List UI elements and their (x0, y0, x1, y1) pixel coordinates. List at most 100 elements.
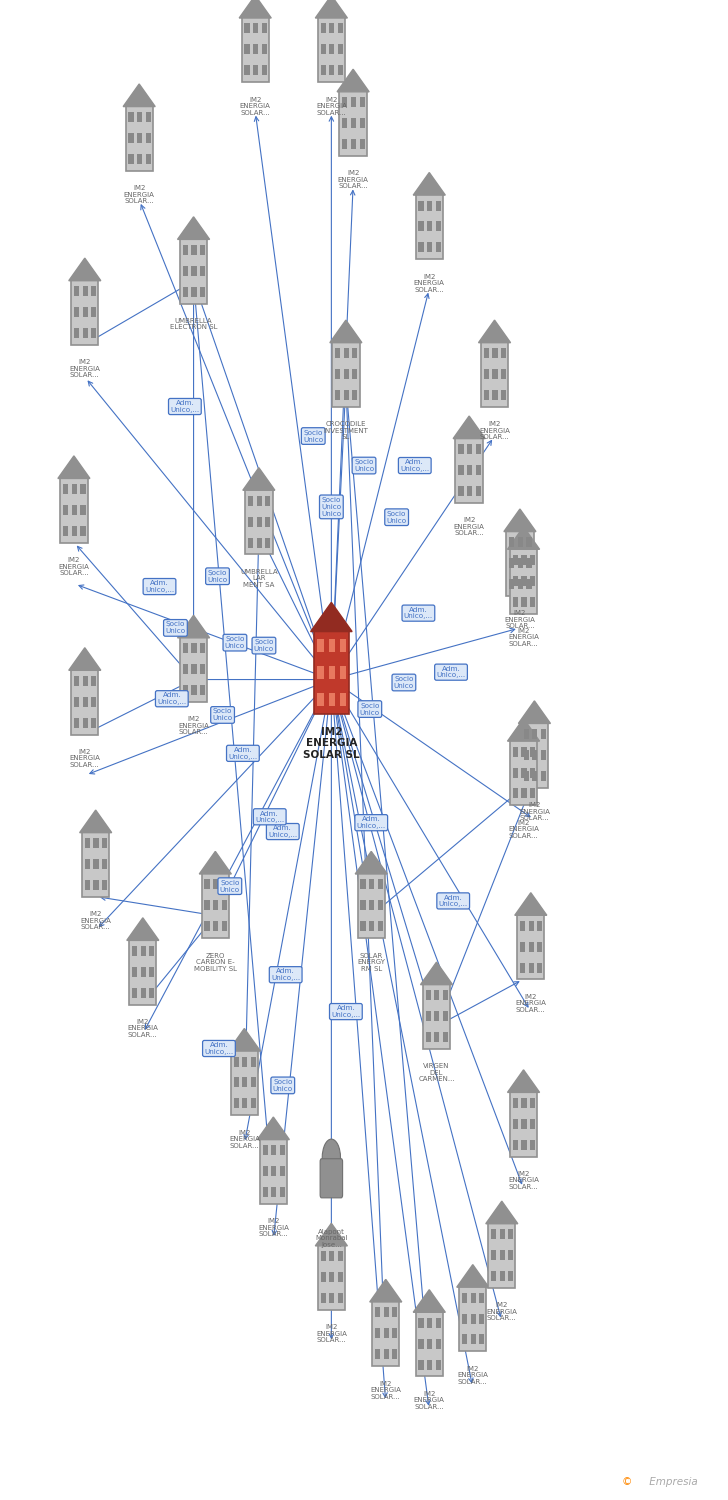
Bar (261, 24, 267, 33)
Bar (521, 555, 526, 566)
Bar (352, 390, 357, 400)
Bar (340, 639, 347, 651)
Bar (329, 45, 334, 54)
Bar (419, 1359, 424, 1370)
Bar (384, 1348, 389, 1359)
Bar (427, 1338, 432, 1348)
Polygon shape (486, 1202, 518, 1224)
Bar (338, 66, 343, 75)
Bar (80, 525, 85, 536)
FancyBboxPatch shape (339, 90, 367, 156)
Bar (63, 525, 68, 536)
FancyBboxPatch shape (416, 194, 443, 260)
Bar (426, 1011, 431, 1022)
Bar (329, 1251, 334, 1262)
Text: Socio
Único: Socio Único (387, 510, 407, 524)
FancyBboxPatch shape (459, 1286, 486, 1352)
Bar (435, 990, 440, 1000)
Bar (257, 495, 262, 506)
Bar (513, 597, 518, 606)
Polygon shape (58, 456, 90, 478)
Bar (222, 900, 227, 910)
Polygon shape (507, 1070, 539, 1092)
Bar (513, 789, 518, 798)
FancyBboxPatch shape (180, 636, 207, 702)
Bar (344, 348, 349, 358)
Bar (352, 369, 357, 380)
Bar (183, 266, 188, 276)
Bar (521, 747, 526, 756)
Text: VIRGEN
DEL
CARMEN...: VIRGEN DEL CARMEN... (418, 1064, 455, 1083)
Bar (271, 1166, 277, 1176)
FancyBboxPatch shape (521, 722, 548, 788)
Bar (74, 308, 79, 316)
Polygon shape (243, 468, 275, 490)
Bar (344, 369, 349, 380)
Bar (183, 686, 188, 694)
Bar (483, 369, 489, 380)
Text: Adm.
Unico,...: Adm. Unico,... (437, 666, 466, 678)
Text: IM2
ENERGIA
SOLAR...: IM2 ENERGIA SOLAR... (371, 1380, 401, 1400)
Bar (280, 1166, 285, 1176)
Bar (128, 134, 133, 142)
Bar (82, 717, 88, 728)
Bar (338, 1293, 343, 1304)
Bar (74, 717, 79, 728)
Bar (351, 140, 356, 148)
Polygon shape (257, 1118, 289, 1140)
Polygon shape (337, 69, 369, 92)
Bar (530, 597, 535, 606)
Bar (137, 134, 142, 142)
Bar (261, 45, 267, 54)
Bar (419, 222, 424, 231)
Bar (427, 1359, 432, 1370)
Text: IM2
ENERGIA
SOLAR...: IM2 ENERGIA SOLAR... (515, 994, 546, 1012)
Bar (248, 495, 253, 506)
Bar (222, 879, 227, 890)
Bar (329, 24, 334, 33)
Bar (74, 328, 79, 338)
Bar (320, 45, 325, 54)
FancyBboxPatch shape (71, 669, 98, 735)
Bar (483, 390, 489, 400)
Bar (427, 243, 432, 252)
Bar (520, 963, 525, 972)
Text: Socio
Único: Socio Único (207, 570, 228, 584)
Bar (537, 921, 542, 932)
Bar (378, 900, 383, 910)
Bar (91, 696, 96, 706)
Bar (491, 1250, 496, 1260)
Text: IM2
ENERGIA
SOLAR...: IM2 ENERGIA SOLAR... (124, 184, 154, 204)
Text: UMBRELLA
LAR
MENT SA: UMBRELLA LAR MENT SA (240, 568, 277, 588)
Bar (470, 1335, 476, 1344)
Text: Socio
Único: Socio Único (394, 676, 414, 688)
Bar (250, 1077, 256, 1088)
Bar (526, 558, 531, 568)
Bar (248, 537, 253, 548)
Bar (501, 348, 506, 358)
Bar (360, 118, 365, 128)
Bar (518, 537, 523, 548)
Bar (320, 1251, 325, 1262)
Bar (529, 942, 534, 951)
Bar (459, 465, 464, 476)
Bar (392, 1329, 397, 1338)
Bar (521, 1140, 526, 1149)
Bar (191, 664, 197, 674)
FancyBboxPatch shape (242, 16, 269, 82)
Text: Adm.
Unico,...: Adm. Unico,... (404, 608, 433, 619)
Bar (63, 484, 68, 494)
FancyBboxPatch shape (82, 831, 109, 897)
Bar (459, 444, 464, 454)
FancyBboxPatch shape (488, 1222, 515, 1288)
Bar (369, 921, 374, 932)
Bar (317, 666, 324, 678)
FancyBboxPatch shape (260, 1138, 287, 1204)
Bar (146, 134, 151, 142)
Bar (427, 222, 432, 231)
Polygon shape (79, 810, 111, 832)
Bar (530, 1119, 535, 1130)
Text: Adm.
Unico,...: Adm. Unico,... (271, 969, 300, 981)
Bar (530, 576, 535, 585)
Bar (329, 1272, 334, 1282)
